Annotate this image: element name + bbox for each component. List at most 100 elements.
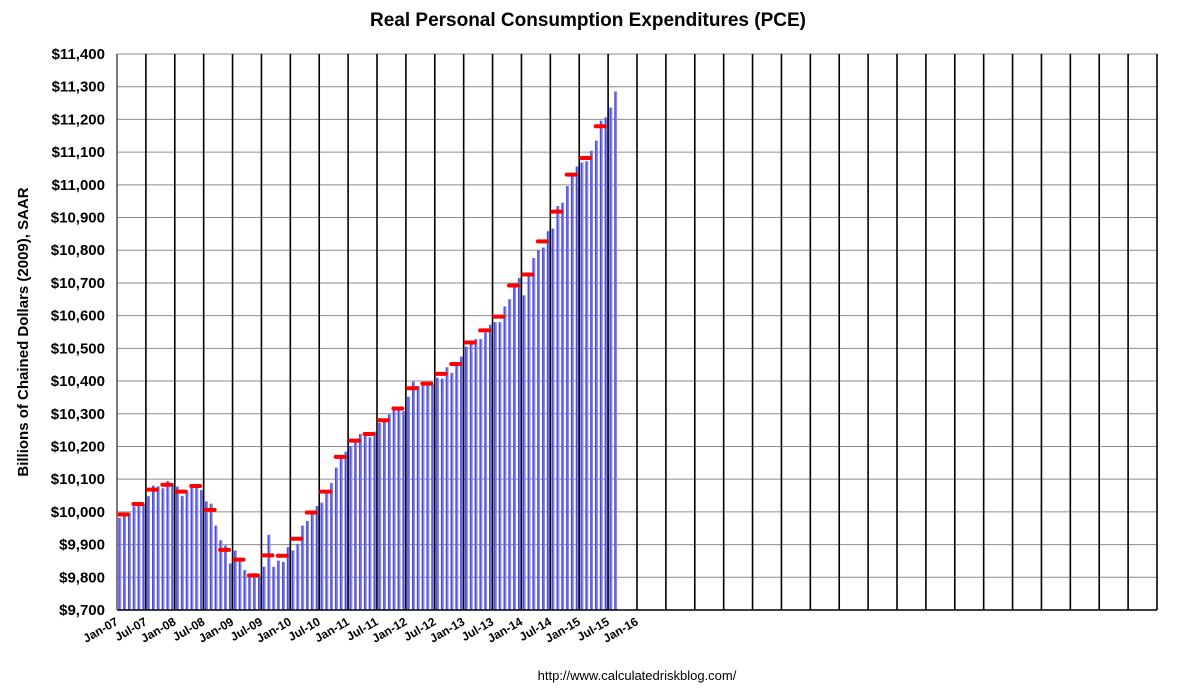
bar-highlight — [538, 250, 541, 610]
bar-highlight — [586, 161, 589, 610]
y-tick-label: $11,100 — [52, 144, 105, 161]
bar-highlight — [447, 367, 449, 610]
bar-highlight — [360, 434, 362, 610]
bar-highlight — [490, 324, 492, 610]
bar-highlight — [326, 492, 329, 610]
bar-highlight — [341, 457, 343, 610]
bar-highlight — [211, 503, 213, 610]
bar-highlight — [297, 543, 300, 610]
bar-highlight — [509, 299, 512, 610]
bar-highlight — [244, 570, 247, 610]
y-tick-label: $10,700 — [51, 275, 105, 292]
y-tick-label: $9,900 — [59, 537, 105, 554]
bar-highlight — [374, 431, 377, 610]
bar-highlight — [283, 561, 285, 610]
y-tick-label: $9,700 — [59, 602, 105, 619]
bar-highlight — [153, 485, 155, 610]
bar-highlight — [167, 481, 170, 610]
bar-highlight — [562, 202, 565, 610]
bar-highlight — [201, 489, 203, 610]
bar-highlight — [591, 150, 593, 610]
y-tick-label: $10,800 — [51, 242, 105, 259]
bar-highlight — [418, 385, 420, 610]
y-tick-label: $10,900 — [51, 210, 105, 227]
y-tick-label: $11,300 — [52, 79, 105, 96]
bar-highlight — [379, 422, 382, 610]
bar-highlight — [437, 377, 439, 610]
bar-highlight — [596, 140, 598, 610]
bar-highlight — [138, 504, 141, 610]
bar-highlight — [249, 574, 252, 610]
bar-highlight — [216, 525, 218, 610]
bar-highlight — [350, 445, 353, 610]
bar-highlight — [302, 525, 305, 610]
bar-highlight — [273, 566, 276, 610]
y-tick-labels: $9,700 $9,800 $9,900 $10,000 $10,100 $10,200 $… — [51, 46, 105, 619]
y-tick-label: $11,200 — [52, 111, 105, 128]
bar-highlight — [163, 488, 165, 610]
bar-highlight — [389, 414, 391, 610]
bar-highlight — [148, 496, 151, 610]
bar-highlight — [321, 502, 324, 610]
bar-highlight — [403, 411, 406, 610]
bar-highlight — [355, 442, 358, 610]
source-url: http://www.calculatedriskblog.com/ — [538, 668, 737, 683]
bar-highlight — [365, 432, 367, 610]
bar-highlight — [514, 284, 516, 610]
y-tick-label: $10,000 — [51, 504, 105, 521]
bar-highlight — [331, 483, 333, 610]
bar-highlight — [129, 512, 131, 610]
y-tick-label: $10,600 — [51, 308, 105, 325]
bar-highlight — [191, 487, 194, 610]
bar-highlight — [567, 186, 569, 610]
y-tick-label: $11,000 — [52, 177, 105, 194]
y-tick-label: $10,400 — [51, 373, 105, 390]
bar-highlight — [423, 382, 425, 610]
bar-highlight — [476, 339, 478, 610]
y-tick-label: $10,200 — [51, 438, 105, 455]
bar-highlight — [384, 418, 386, 610]
bar-highlight — [119, 517, 122, 610]
bar-highlight — [413, 381, 415, 610]
bar-highlight — [268, 534, 271, 610]
bar-highlight — [557, 206, 560, 611]
bar-highlight — [288, 547, 290, 610]
bar-highlight — [553, 228, 555, 610]
y-tick-label: $10,300 — [51, 406, 105, 423]
bar-highlight — [177, 486, 179, 610]
bar-highlight — [504, 306, 507, 610]
y-tick-label: $9,800 — [59, 569, 105, 586]
bar-highlight — [264, 566, 266, 610]
bar-highlight — [196, 484, 199, 610]
bar-highlight — [524, 295, 526, 610]
bar-highlight — [548, 231, 550, 611]
bar-highlight — [427, 382, 430, 610]
bar-highlight — [432, 384, 435, 610]
bar-highlight — [143, 504, 146, 610]
bar-highlight — [220, 540, 223, 610]
bar-highlight — [278, 560, 281, 610]
bar-highlight — [398, 409, 401, 610]
quarterly-markers — [117, 124, 609, 578]
bar-highlight — [225, 545, 228, 610]
bar-highlight — [456, 364, 459, 610]
bar-highlight — [471, 342, 473, 610]
bar-highlight — [543, 247, 545, 610]
bar-highlight — [240, 558, 242, 610]
bar-highlight — [187, 491, 189, 610]
bar-highlight — [124, 514, 126, 610]
bar-highlight — [230, 563, 232, 610]
bar-highlight — [615, 91, 618, 611]
x-tick-labels: Jan-07Jul-07Jan-08Jul-08Jan-09Jul-09Jan-… — [81, 614, 641, 645]
bar-highlight — [312, 512, 314, 610]
bar — [123, 514, 126, 610]
y-axis-label: Billions of Chained Dollars (2009), SAAR — [15, 187, 32, 476]
bar-highlight — [394, 406, 396, 610]
bar-highlight — [134, 506, 136, 610]
bar-highlight — [610, 107, 613, 611]
year-dividers — [116, 54, 1158, 610]
bar-highlight — [577, 166, 579, 610]
bar-highlight — [480, 339, 483, 610]
bar-highlight — [601, 120, 603, 610]
bar-highlight — [172, 483, 175, 610]
